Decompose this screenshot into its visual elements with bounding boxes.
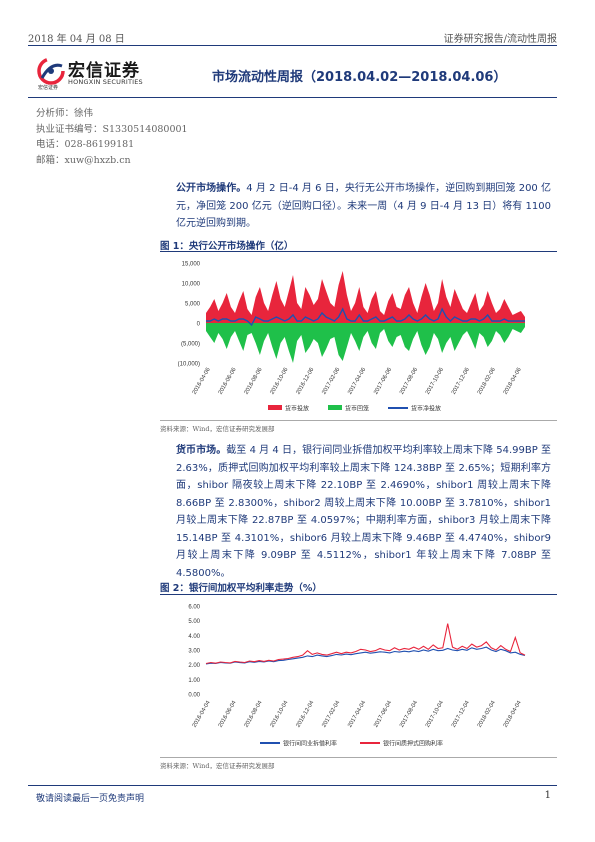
title-divider bbox=[28, 97, 557, 98]
legend-label: 货币回笼 bbox=[345, 405, 369, 413]
figure1-divider bbox=[160, 251, 557, 252]
series-line-货币净投放 bbox=[206, 307, 525, 327]
x-tick-label: 2017-10-06 bbox=[425, 367, 445, 396]
x-tick-label: 2016-04-04 bbox=[192, 699, 212, 728]
logo-company-en: HONGXIN SECURITIES bbox=[68, 78, 143, 86]
footer-divider bbox=[28, 785, 557, 786]
figure2-chart: 6.00 5.00 4.00 3.00 2.00 1.00 0.00 2016-04-04 20… bbox=[160, 598, 557, 754]
report-date: 2018 年 04 月 08 日 bbox=[28, 34, 125, 45]
x-tick-label: 2018-02-06 bbox=[477, 367, 497, 396]
x-tick-label: 2017-12-04 bbox=[451, 699, 471, 728]
report-title: 市场流动性周报（2018.04.02—2018.04.06） bbox=[212, 70, 507, 85]
figure1-bottom-divider bbox=[160, 420, 557, 421]
x-tick-label: 2017-10-04 bbox=[425, 699, 445, 728]
x-tick-label: 2016-08-06 bbox=[244, 367, 264, 396]
y-tick-label: 4.00 bbox=[188, 634, 200, 640]
section-money-market: 货币市场。截至 4 月 4 日，银行间同业拆借加权平均利率较上周末下降 54.9… bbox=[176, 442, 551, 582]
x-tick-label: 2016-06-04 bbox=[218, 699, 238, 728]
x-tick-label: 2016-06-06 bbox=[218, 367, 238, 396]
y-tick-label: 5.00 bbox=[188, 619, 200, 625]
x-tick-label: 2017-02-04 bbox=[321, 699, 341, 728]
series-line-银行间同业拆借利率 bbox=[205, 646, 526, 665]
x-tick-label: 2016-04-06 bbox=[192, 367, 212, 396]
x-tick-label: 2017-04-04 bbox=[347, 699, 367, 728]
series-area-货币回笼 bbox=[206, 323, 525, 363]
legend-label: 货币净投放 bbox=[411, 405, 441, 413]
x-tick-label: 2018-02-04 bbox=[477, 699, 497, 728]
x-tick-label: 2016-12-04 bbox=[295, 699, 315, 728]
analyst-name: 分析师：徐伟 bbox=[36, 108, 94, 119]
section-open-market: 公开市场操作。4 月 2 日-4 月 6 日，央行无公开市场操作，逆回购到期回笼… bbox=[176, 180, 551, 233]
company-logo: 宏信证券 HONGXIN SECURITIES 宏信证券 bbox=[36, 52, 156, 94]
footer-disclaimer[interactable]: 敬请阅读最后一页免责声明 bbox=[36, 794, 145, 804]
y-tick-label: 1.00 bbox=[188, 678, 200, 684]
section-money-market-text: 截至 4 月 4 日，银行间同业拆借加权平均利率较上周末下降 54.99BP 至… bbox=[176, 445, 551, 579]
x-tick-label: 2016-08-04 bbox=[244, 699, 264, 728]
legend-label: 货币投放 bbox=[285, 405, 309, 413]
legend-label: 银行间质押式回购利率 bbox=[383, 740, 443, 748]
y-tick-label: 5,000 bbox=[185, 302, 201, 308]
series-area-货币投放 bbox=[206, 271, 525, 323]
x-tick-label: 2017-08-06 bbox=[399, 367, 419, 396]
y-tick-label: 15,000 bbox=[182, 262, 201, 268]
figure2-source: 资料来源：Wind，宏信证券研究发展部 bbox=[160, 762, 275, 770]
header-divider bbox=[28, 45, 557, 46]
analyst-info: 分析师：徐伟 执业证书编号：S1330514080001 电话：028-8619… bbox=[36, 106, 188, 168]
report-category: 证券研究报告/流动性周报 bbox=[443, 34, 557, 45]
y-tick-label: 10,000 bbox=[182, 282, 201, 288]
figure1-chart: 15,000 10,000 5,000 0 (5,000) (10,000) 2016-04… bbox=[160, 255, 557, 417]
x-tick-label: 2017-06-04 bbox=[373, 699, 393, 728]
x-tick-label: 2017-08-04 bbox=[399, 699, 419, 728]
x-tick-label: 2017-04-06 bbox=[347, 367, 367, 396]
logo-small-cn: 宏信证券 bbox=[38, 85, 59, 91]
section-open-market-lead: 公开市场操作。 bbox=[176, 183, 247, 194]
y-tick-label: 2.00 bbox=[188, 663, 200, 669]
y-tick-label: 0 bbox=[197, 322, 201, 328]
x-tick-label: 2017-06-06 bbox=[373, 367, 393, 396]
y-tick-label: (10,000) bbox=[178, 362, 200, 368]
section-money-market-lead: 货币市场。 bbox=[176, 445, 227, 456]
x-tick-label: 2017-12-06 bbox=[451, 367, 471, 396]
x-tick-label: 2018-04-06 bbox=[503, 367, 523, 396]
figure2-divider bbox=[160, 594, 557, 595]
x-tick-label: 2016-10-04 bbox=[269, 699, 289, 728]
y-tick-label: 3.00 bbox=[188, 649, 200, 655]
y-tick-label: 0.00 bbox=[188, 693, 200, 699]
figure1-svg: 15,000 10,000 5,000 0 (5,000) (10,000)2016-04… bbox=[178, 262, 525, 413]
figure1-title: 图 1：央行公开市场操作（亿） bbox=[160, 241, 294, 252]
y-tick-label: 6.00 bbox=[188, 605, 200, 611]
section-open-market-text: 4 月 2 日-4 月 6 日，央行无公开市场操作，逆回购到期回笼 200 亿元… bbox=[176, 183, 552, 229]
x-tick-label: 2016-12-06 bbox=[295, 367, 315, 396]
logo-emblem-icon bbox=[37, 57, 65, 85]
analyst-phone: 电话：028-86199181 bbox=[36, 139, 135, 150]
legend-swatch bbox=[268, 405, 282, 410]
y-tick-label: (5,000) bbox=[181, 342, 200, 348]
x-tick-label: 2016-10-06 bbox=[269, 367, 289, 396]
page-number: 1 bbox=[544, 790, 551, 801]
legend-swatch bbox=[328, 405, 342, 410]
analyst-license: 执业证书编号：S1330514080001 bbox=[36, 123, 188, 135]
legend-label: 银行间同业拆借利率 bbox=[283, 740, 337, 748]
figure2-bottom-divider bbox=[160, 757, 557, 758]
logo-company-cn: 宏信证券 bbox=[68, 61, 140, 81]
x-tick-label: 2018-04-04 bbox=[503, 699, 523, 728]
x-tick-label: 2017-02-06 bbox=[321, 367, 341, 396]
figure1-source: 资料来源：Wind，宏信证券研究发展部 bbox=[160, 425, 275, 433]
figure2-title: 图 2：银行间加权平均利率走势（%） bbox=[160, 583, 322, 594]
series-line-银行间质押式回购利率 bbox=[205, 623, 526, 665]
analyst-email[interactable]: 邮箱：xuw@hxzb.cn bbox=[36, 154, 131, 166]
